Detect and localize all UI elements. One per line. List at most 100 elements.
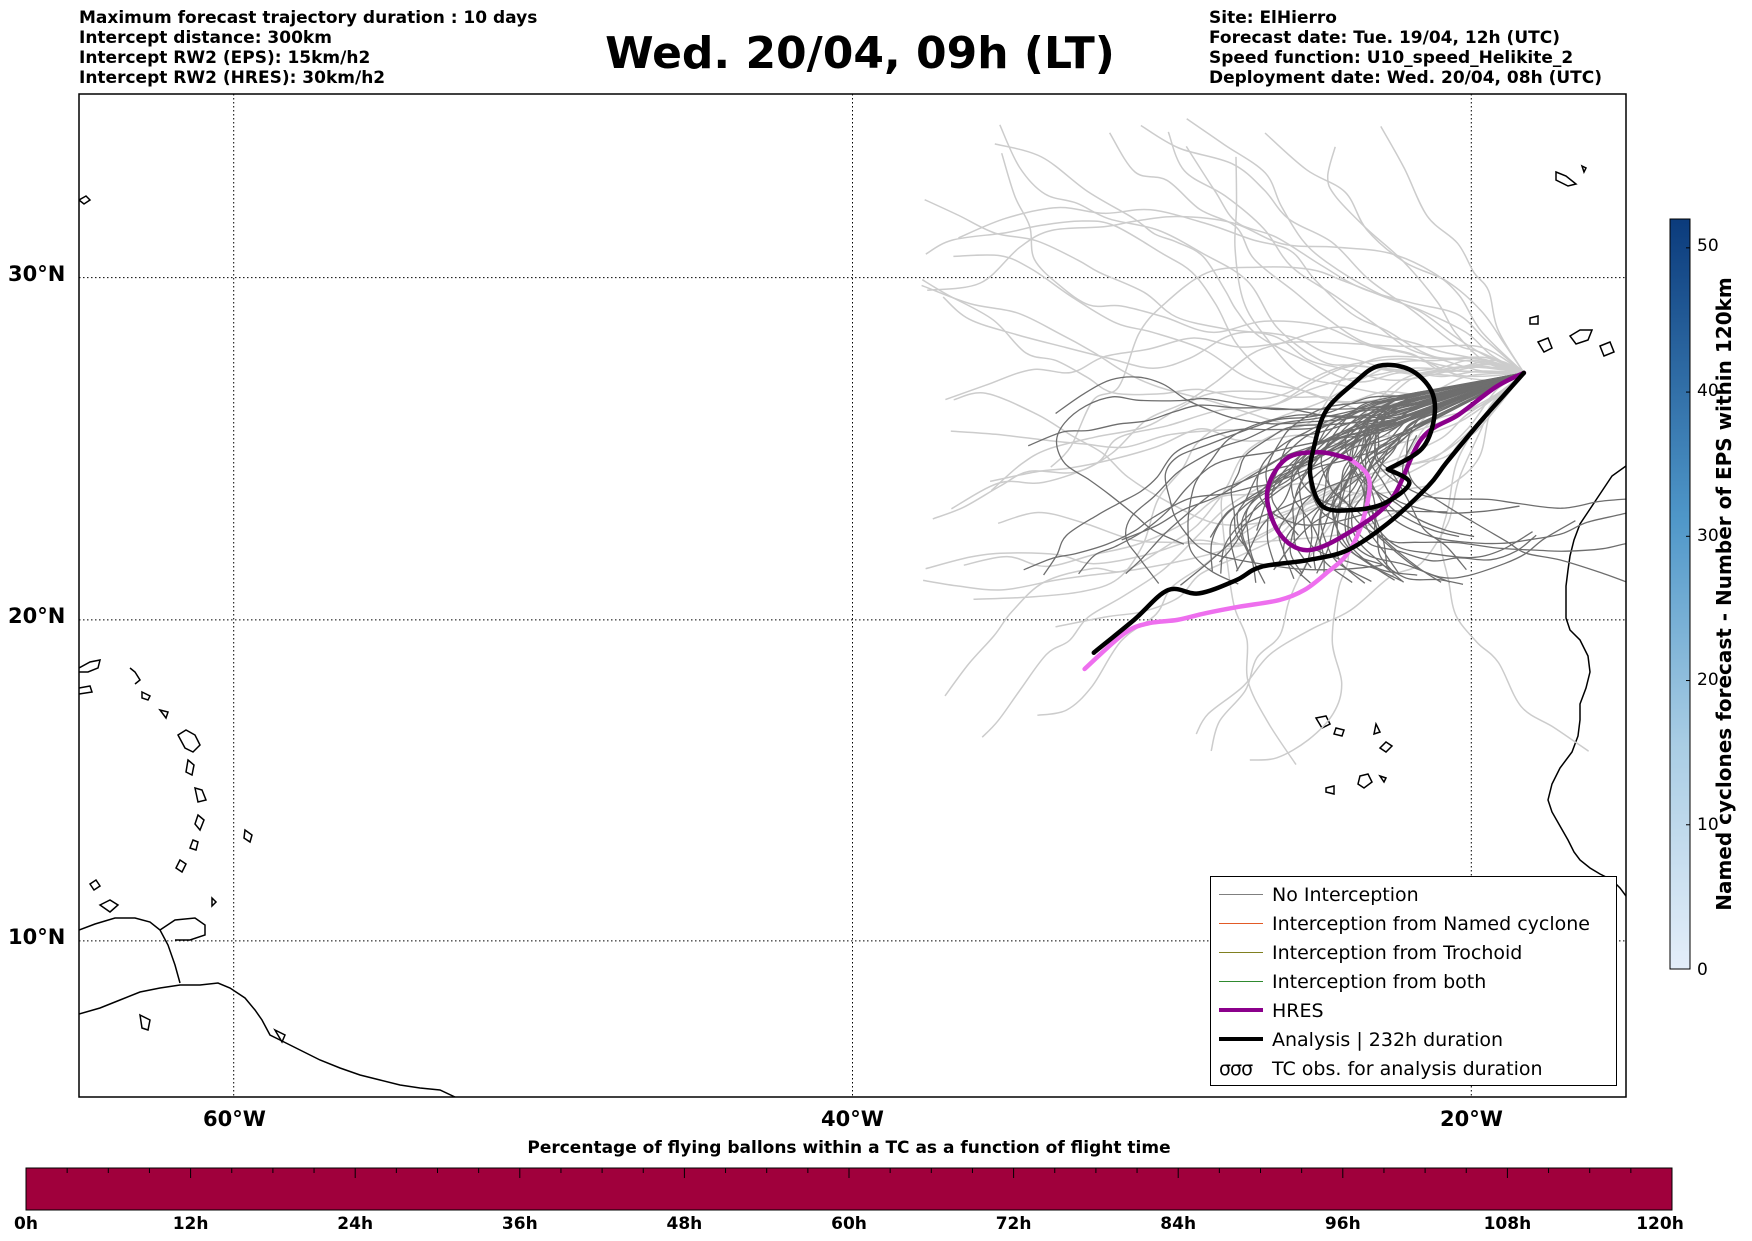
eps-track-light bbox=[927, 215, 1525, 374]
header-right: Site: ElHierro Forecast date: Tue. 19/04… bbox=[1209, 8, 1602, 88]
analysis-track bbox=[1091, 370, 1527, 655]
eps-track-light bbox=[1140, 124, 1525, 374]
eps-track-no-interception bbox=[1350, 372, 1525, 583]
eps-track-no-interception bbox=[1313, 372, 1525, 570]
header-right-line: Forecast date: Tue. 19/04, 12h (UTC) bbox=[1209, 28, 1560, 48]
flight-time-tick-label: 108h bbox=[1483, 1214, 1532, 1234]
colorbar-tick-label: 20 bbox=[1697, 670, 1719, 690]
flight-time-tick-label: 12h bbox=[172, 1214, 209, 1234]
header-left-line: Intercept RW2 (HRES): 30km/h2 bbox=[79, 68, 386, 88]
eps-track-no-interception bbox=[1273, 372, 1525, 571]
eps-track-no-interception bbox=[1319, 372, 1525, 584]
legend-label: Interception from Trochoid bbox=[1272, 942, 1523, 964]
eps-track-light bbox=[925, 372, 1525, 570]
legend-item-no-interception: No Interception bbox=[1211, 881, 1616, 909]
coastlines bbox=[79, 164, 1626, 1097]
legend-line bbox=[1219, 1037, 1263, 1041]
eps-track-light bbox=[1185, 145, 1525, 374]
legend-label: Interception from both bbox=[1272, 971, 1487, 993]
coastline-south-america bbox=[79, 982, 456, 1097]
legend-item-hres: HRES bbox=[1211, 997, 1616, 1025]
header-left-line: Maximum forecast trajectory duration : 1… bbox=[79, 8, 538, 28]
eps-track-light bbox=[1050, 266, 1525, 468]
lat-label-20n: 20°N bbox=[8, 604, 66, 628]
legend-line bbox=[1219, 894, 1263, 895]
lon-label-20w: 20°W bbox=[1440, 1107, 1503, 1131]
colorbar-tick-label: 0 bbox=[1697, 960, 1708, 980]
flight-time-tick-label: 120h bbox=[1636, 1214, 1684, 1234]
legend-item-named-cyclone: Interception from Named cyclone bbox=[1211, 910, 1616, 938]
colorbar-tick-label: 50 bbox=[1697, 236, 1719, 256]
flight-time-ticks bbox=[25, 1168, 1673, 1178]
flight-time-tick-label: 84h bbox=[1160, 1214, 1197, 1234]
colorbar-tick-label: 10 bbox=[1697, 815, 1719, 835]
tc-symbol-icon: σσσ bbox=[1219, 1058, 1253, 1080]
eps-track-light bbox=[1037, 372, 1525, 717]
flight-time-tick-label: 36h bbox=[501, 1214, 538, 1234]
legend-label: TC obs. for analysis duration bbox=[1272, 1058, 1543, 1080]
eps-track-no-interception bbox=[1362, 372, 1525, 575]
flight-time-tick-label: 60h bbox=[831, 1214, 867, 1234]
eps-track-light bbox=[1249, 372, 1525, 761]
legend-item-both: Interception from both bbox=[1211, 968, 1616, 996]
eps-track-no-interception bbox=[1406, 372, 1626, 583]
hres-track-faded bbox=[1082, 456, 1372, 672]
colorbar bbox=[1669, 218, 1691, 970]
legend-line bbox=[1219, 981, 1263, 982]
legend-item-analysis: Analysis | 232h duration bbox=[1211, 1026, 1616, 1054]
eps-track-light bbox=[1186, 118, 1525, 374]
analysis-track-loop bbox=[1307, 362, 1438, 513]
flight-time-tick-label: 24h bbox=[337, 1214, 374, 1234]
eps-track-light bbox=[999, 124, 1524, 378]
header-left: Maximum forecast trajectory duration : 1… bbox=[79, 8, 537, 88]
eps-track-light bbox=[921, 279, 1525, 400]
lon-label-60w: 60°W bbox=[203, 1107, 266, 1131]
hres-track bbox=[1264, 370, 1527, 553]
colorbar-tick-label: 30 bbox=[1697, 526, 1719, 546]
lat-label-30n: 30°N bbox=[8, 262, 66, 286]
flight-time-tick-label: 0h bbox=[14, 1214, 38, 1234]
legend-item-tc-obs: σσσ TC obs. for analysis duration bbox=[1211, 1055, 1616, 1083]
flight-time-tick-label: 72h bbox=[995, 1214, 1032, 1234]
eps-track-no-interception bbox=[1348, 372, 1533, 559]
legend-label: Analysis | 232h duration bbox=[1272, 1029, 1504, 1051]
flight-time-tick-label: 48h bbox=[666, 1214, 703, 1234]
header-right-line: Speed function: U10_speed_Helikite_2 bbox=[1209, 48, 1574, 68]
eps-track-light bbox=[1220, 355, 1525, 766]
lat-label-10n: 10°N bbox=[8, 925, 66, 949]
flight-time-bar-title: Percentage of flying ballons within a TC… bbox=[527, 1138, 1171, 1158]
colorbar-tick-label: 40 bbox=[1697, 381, 1719, 401]
eps-track-light bbox=[958, 206, 1525, 374]
eps-track-light bbox=[922, 372, 1525, 591]
eps-track-light bbox=[1326, 146, 1525, 374]
eps-track-no-interception bbox=[1327, 372, 1525, 583]
header-right-line: Deployment date: Wed. 20/04, 08h (UTC) bbox=[1209, 68, 1603, 88]
eps-track-no-interception bbox=[1164, 372, 1525, 571]
legend-line bbox=[1219, 923, 1263, 924]
header-left-line: Intercept distance: 300km bbox=[79, 28, 332, 48]
legend-item-trochoid: Interception from Trochoid bbox=[1211, 939, 1616, 967]
eps-track-no-interception bbox=[1360, 372, 1626, 545]
eps-track-light bbox=[1195, 372, 1525, 735]
legend-line bbox=[1219, 1008, 1263, 1012]
flight-time-tick-label: 96h bbox=[1324, 1214, 1361, 1234]
eps-track-no-interception bbox=[1209, 372, 1525, 538]
eps-track-light bbox=[981, 363, 1525, 738]
header-left-line: Intercept RW2 (EPS): 15km/h2 bbox=[79, 48, 371, 68]
legend-line bbox=[1219, 952, 1263, 953]
coastline-venezuela bbox=[79, 917, 181, 984]
eps-track-light bbox=[1380, 126, 1525, 374]
legend: No Interception Interception from Named … bbox=[1210, 876, 1617, 1086]
header-right-line: Site: ElHierro bbox=[1209, 8, 1337, 28]
colorbar-title: Named cyclones forecast - Number of EPS … bbox=[1712, 277, 1736, 911]
coastline-canary-islands bbox=[1536, 337, 1553, 353]
map-frame bbox=[78, 93, 1627, 1098]
lon-label-40w: 40°W bbox=[821, 1107, 884, 1131]
legend-label: HRES bbox=[1272, 1000, 1324, 1022]
colorbar-ticks bbox=[1686, 247, 1690, 970]
coastline-cape-verde bbox=[1314, 715, 1332, 729]
figure-title: Wed. 20/04, 09h (LT) bbox=[605, 28, 1115, 79]
eps-track-light bbox=[1000, 152, 1524, 378]
eps-track-light bbox=[925, 220, 1524, 403]
